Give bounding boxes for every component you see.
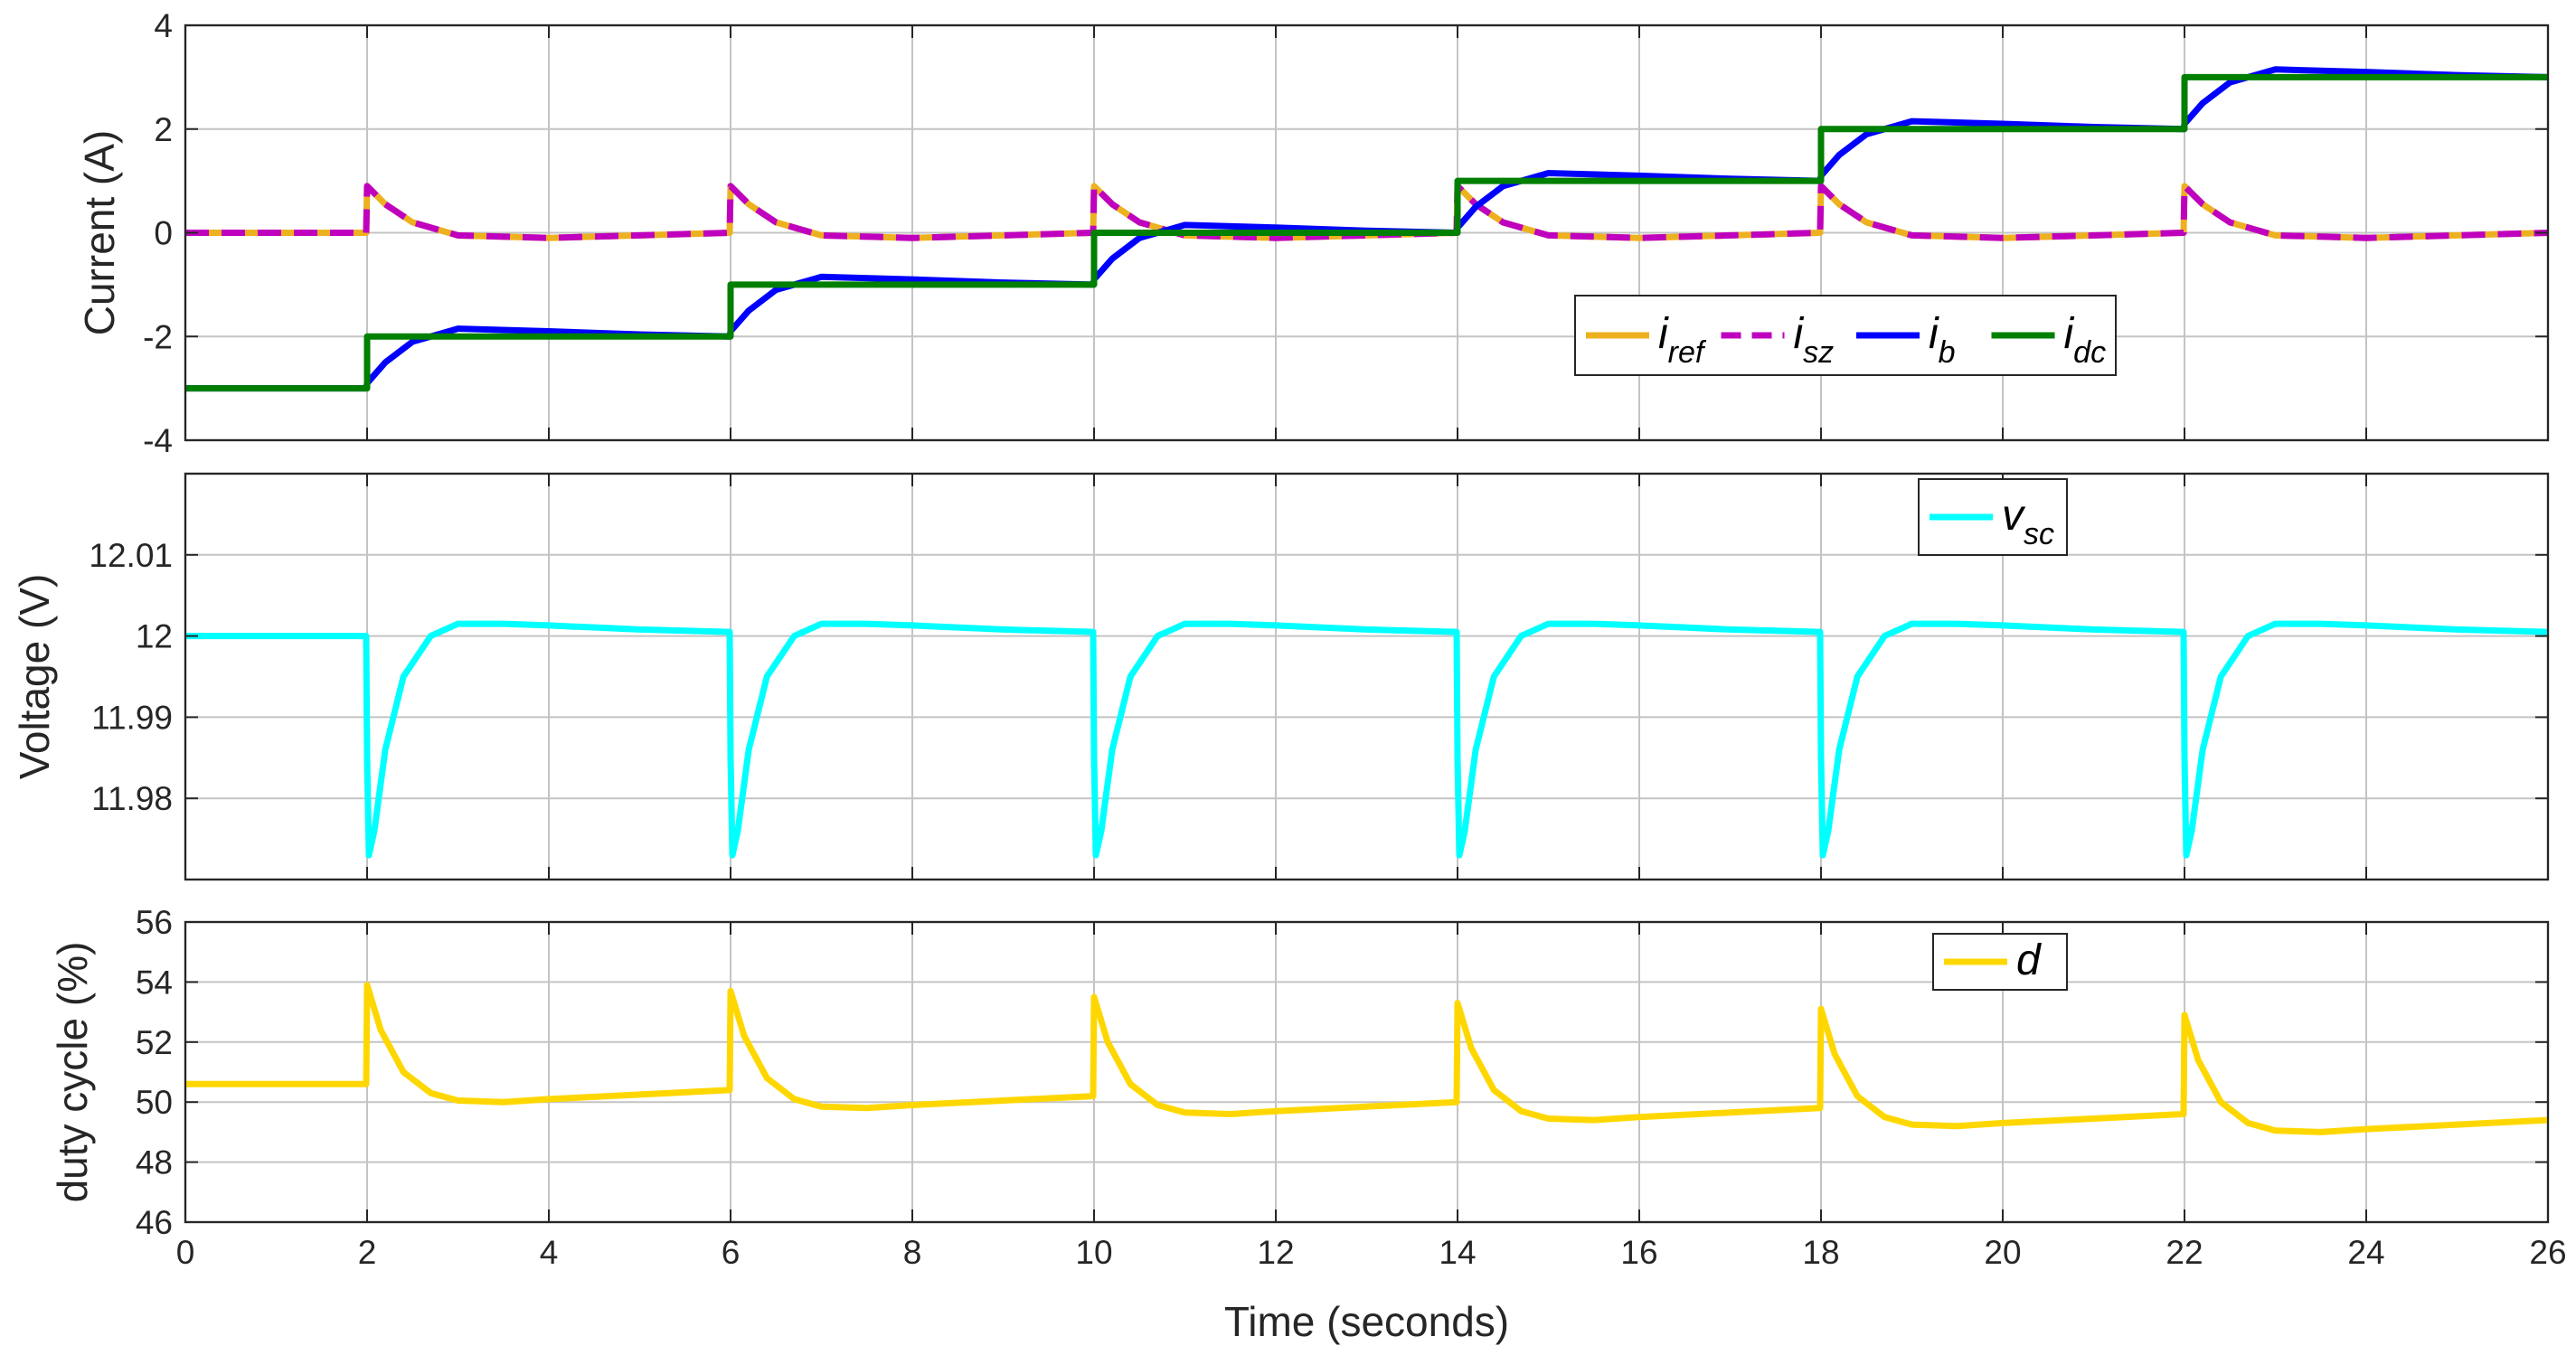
x-tick-label: 8 — [903, 1234, 922, 1271]
x-tick-label: 4 — [540, 1234, 559, 1271]
legend: vsc — [1918, 478, 2068, 556]
legend: d — [1932, 933, 2068, 991]
y-tick-label: 56 — [136, 904, 173, 941]
legend-label: idc — [2064, 310, 2107, 370]
y-tick-label: 11.98 — [91, 780, 173, 817]
legend-label: isz — [1794, 310, 1835, 370]
y-axis-label: Voltage (V) — [11, 574, 58, 780]
x-tick-label: 2 — [358, 1234, 377, 1271]
series-line-i-sz — [185, 183, 2549, 241]
series-line-i-dc — [185, 73, 2548, 392]
y-tick-label: 0 — [154, 215, 173, 252]
legend-label: vsc — [2002, 492, 2054, 551]
plot-area — [184, 920, 2550, 1224]
legend-label: d — [2016, 936, 2042, 984]
plot-area — [184, 472, 2550, 881]
y-axis-label: duty cycle (%) — [49, 942, 96, 1203]
x-tick-label: 0 — [176, 1234, 195, 1271]
y-tick-label: -4 — [143, 422, 173, 459]
y-tick-label: 46 — [136, 1204, 173, 1241]
y-tick-label: -2 — [143, 318, 173, 355]
series-line-d — [185, 982, 2549, 1135]
x-tick-label: 6 — [722, 1234, 741, 1271]
y-tick-label: 54 — [136, 964, 173, 1001]
x-tick-label: 24 — [2347, 1234, 2384, 1271]
y-tick-label: 52 — [136, 1024, 173, 1061]
x-tick-label: 18 — [1802, 1234, 1839, 1271]
series-line-v-sc — [185, 620, 2549, 859]
axis-box — [184, 920, 2550, 1224]
legend-label: iref — [1658, 310, 1707, 370]
y-tick-label: 4 — [154, 7, 173, 44]
x-axis-label: Time (seconds) — [1224, 1298, 1509, 1345]
x-tick-label: 16 — [1620, 1234, 1657, 1271]
x-tick-label: 26 — [2529, 1234, 2566, 1271]
x-tick-label: 14 — [1439, 1234, 1476, 1271]
y-tick-label: 48 — [136, 1144, 173, 1181]
axis-box — [184, 472, 2550, 881]
y-tick-label: 12.01 — [89, 537, 173, 574]
chart-panel-2: 11.98 11.99 12 12.01 Voltage (V) vsc — [11, 472, 2550, 881]
x-tick-label: 20 — [1984, 1234, 2021, 1271]
legend-label: ib — [1929, 310, 1956, 370]
y-tick-label: 50 — [136, 1084, 173, 1121]
x-tick-label: 10 — [1075, 1234, 1112, 1271]
x-tick-label: 12 — [1257, 1234, 1294, 1271]
y-tick-label: 12 — [136, 618, 173, 655]
x-tick-label: 22 — [2166, 1234, 2203, 1271]
y-axis-label: Current (A) — [76, 130, 123, 335]
y-tick-label: 11.99 — [91, 699, 173, 736]
legend: iref isz ib idc — [1574, 295, 2117, 376]
chart-panel-1: -4 -2 0 2 4 Current (A) iref isz ib idc — [76, 7, 2550, 459]
y-tick-label: 2 — [154, 111, 173, 148]
